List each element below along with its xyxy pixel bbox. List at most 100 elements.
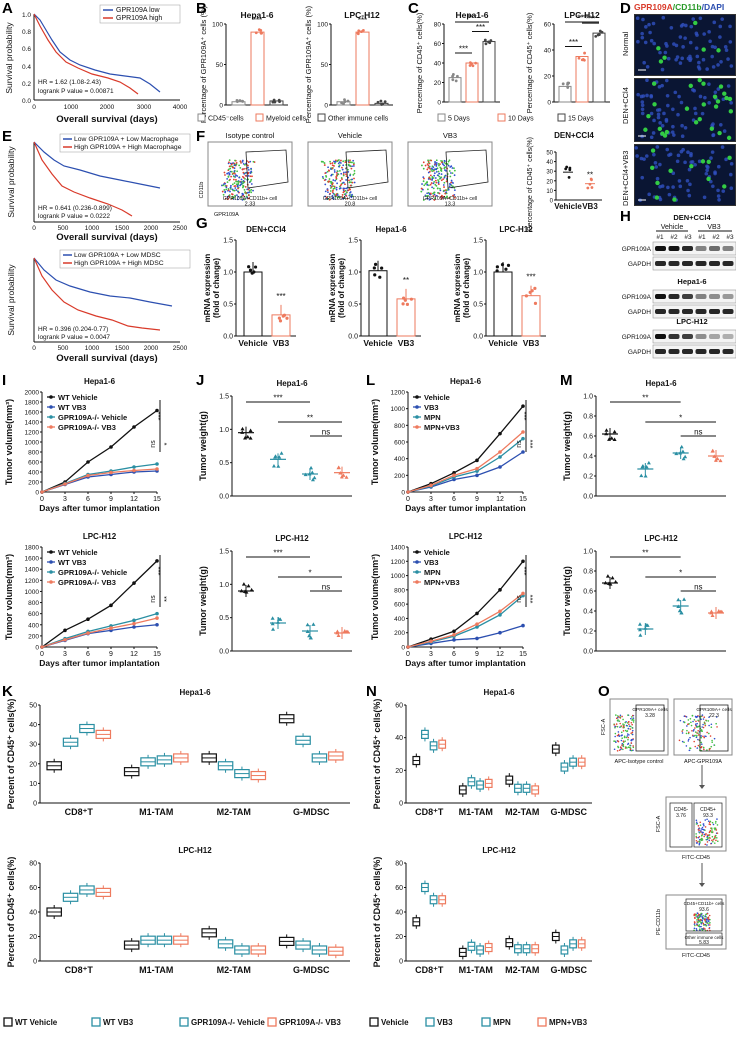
event-dot bbox=[704, 723, 706, 725]
event-dot bbox=[431, 176, 434, 178]
data-point bbox=[679, 444, 684, 449]
nucleus bbox=[723, 45, 728, 49]
event-dot bbox=[617, 745, 619, 748]
series-point bbox=[521, 591, 525, 596]
event-dot bbox=[347, 170, 350, 173]
event-dot bbox=[711, 839, 713, 842]
data-point bbox=[254, 31, 258, 35]
o-bottom-xlabel: FITC-CD45 bbox=[682, 953, 710, 959]
d-cell-overlay bbox=[634, 15, 734, 202]
event-dot bbox=[701, 919, 704, 922]
event-dot bbox=[622, 730, 625, 732]
dot-sig-1-label: ** bbox=[642, 549, 648, 558]
event-dot bbox=[702, 726, 705, 729]
x-tick-label: 12 bbox=[496, 496, 504, 503]
event-dot bbox=[693, 740, 695, 743]
event-dot bbox=[617, 731, 620, 733]
event-dot bbox=[234, 194, 236, 197]
series-line bbox=[407, 451, 524, 493]
event-dot bbox=[428, 184, 430, 187]
f-bar-title: DEN+CCl4 bbox=[554, 131, 594, 140]
event-dot bbox=[237, 195, 240, 198]
series-point bbox=[498, 450, 502, 454]
c-legend-item: 10 Days bbox=[508, 116, 534, 123]
nucleus bbox=[681, 147, 685, 152]
y-tick-label: 60 bbox=[544, 22, 552, 29]
data-point bbox=[253, 265, 258, 269]
nucleus bbox=[662, 111, 666, 116]
nucleus bbox=[666, 56, 671, 61]
event-dot bbox=[341, 168, 344, 171]
nucleus bbox=[652, 152, 656, 157]
data-point bbox=[495, 269, 499, 273]
blot-band bbox=[668, 334, 680, 339]
box-title: LPC-H12 bbox=[178, 846, 212, 855]
event-dot bbox=[703, 824, 705, 827]
d-title-gpr: GPR109A bbox=[634, 2, 673, 12]
event-dot bbox=[230, 175, 233, 178]
series-point bbox=[521, 436, 525, 441]
event-dot bbox=[695, 915, 697, 917]
h-protein-label: GPR109A bbox=[622, 246, 652, 253]
nucleus bbox=[666, 185, 670, 190]
event-dot bbox=[247, 166, 249, 169]
event-dot bbox=[440, 179, 443, 182]
curve-xlabel: Days after tumor implantation bbox=[39, 658, 159, 668]
event-dot bbox=[435, 170, 438, 173]
event-dot bbox=[618, 735, 621, 737]
nucleus bbox=[698, 94, 703, 99]
data-point bbox=[409, 297, 414, 301]
event-dot bbox=[710, 723, 713, 726]
event-dot bbox=[428, 162, 431, 165]
event-dot bbox=[706, 844, 708, 846]
c-title: LPC-H12 bbox=[564, 10, 600, 20]
b-legend-item: CD45⁻cells bbox=[208, 116, 244, 123]
cd11b-cell bbox=[718, 84, 724, 89]
event-dot bbox=[615, 717, 618, 720]
y-tick-label: 0.5 bbox=[219, 460, 229, 467]
event-dot bbox=[351, 181, 354, 184]
event-dot bbox=[435, 162, 438, 164]
y-tick-label: 400 bbox=[394, 456, 405, 463]
blot-band bbox=[722, 294, 734, 299]
sig-label: ns bbox=[150, 595, 157, 603]
nucleus bbox=[679, 100, 684, 105]
event-dot bbox=[620, 746, 622, 748]
nucleus bbox=[718, 35, 722, 39]
series-point bbox=[63, 482, 67, 486]
event-dot bbox=[701, 839, 704, 841]
event-dot bbox=[432, 182, 435, 185]
nucleus bbox=[660, 83, 664, 88]
blot-band bbox=[709, 294, 720, 299]
event-dot bbox=[331, 162, 334, 164]
event-dot bbox=[335, 174, 338, 176]
series-point bbox=[109, 470, 113, 475]
event-dot bbox=[433, 172, 436, 175]
event-dot bbox=[702, 735, 704, 738]
h-group-vb3: VB3 bbox=[707, 224, 720, 231]
data-point bbox=[474, 61, 478, 65]
event-dot bbox=[698, 924, 701, 926]
event-dot bbox=[223, 189, 226, 191]
data-point bbox=[401, 296, 406, 300]
x-tick: 4000 bbox=[173, 104, 188, 111]
event-dot bbox=[630, 739, 632, 742]
event-dot bbox=[707, 920, 710, 923]
event-dot bbox=[693, 913, 696, 915]
event-dot bbox=[327, 169, 330, 172]
event-dot bbox=[708, 839, 711, 842]
panel-o: GPR109A+ cells 3.28 APC-Isotype control GPR… bbox=[598, 685, 736, 1038]
event-dot bbox=[251, 175, 253, 178]
nucleus bbox=[702, 195, 707, 200]
x-tick: 500 bbox=[58, 345, 69, 352]
y-tick-label: 1000 bbox=[391, 406, 406, 413]
event-dot bbox=[443, 181, 446, 184]
panel-b: Hepa1-6 Percentage of GPR109A⁺ cells (%) 0… bbox=[196, 5, 406, 130]
nucleus bbox=[689, 151, 693, 156]
event-dot bbox=[707, 834, 709, 836]
y-tick-label: 80 bbox=[29, 861, 37, 868]
event-dot bbox=[343, 193, 346, 196]
y-tick-label: 400 bbox=[394, 616, 405, 623]
gate bbox=[345, 149, 389, 189]
blot-band bbox=[668, 294, 680, 299]
